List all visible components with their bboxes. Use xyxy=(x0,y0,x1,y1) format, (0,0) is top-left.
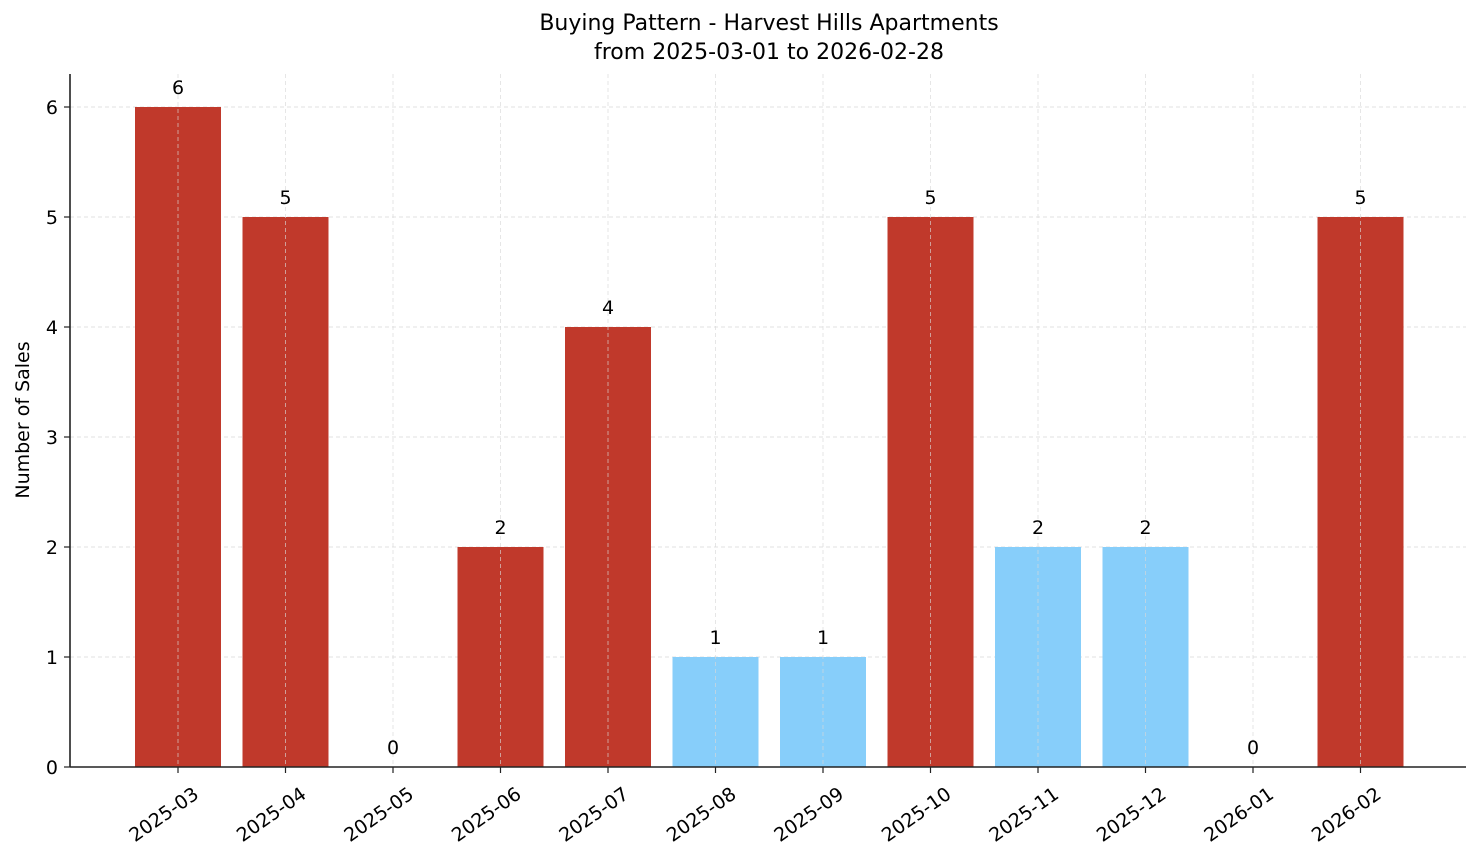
x-tick-label: 2025-11 xyxy=(985,783,1063,847)
y-tick-label: 3 xyxy=(46,427,58,449)
x-tick-label: 2025-05 xyxy=(340,783,418,847)
data-label: 0 xyxy=(387,737,399,759)
x-tick-label: 2025-04 xyxy=(233,783,311,847)
data-label: 5 xyxy=(924,187,936,209)
chart-title: Buying Pattern - Harvest Hills Apartment… xyxy=(539,11,999,36)
x-tick-label: 2025-03 xyxy=(125,783,203,847)
bar-2025-03 xyxy=(135,107,221,767)
data-label: 0 xyxy=(1247,737,1259,759)
x-tick-label: 2026-01 xyxy=(1200,783,1278,847)
x-tick-label: 2025-06 xyxy=(448,783,526,847)
y-tick-label: 2 xyxy=(46,537,58,559)
x-tick-label: 2025-10 xyxy=(878,783,956,847)
data-label: 2 xyxy=(1139,517,1151,539)
data-label: 6 xyxy=(172,77,184,99)
data-label: 5 xyxy=(1354,187,1366,209)
data-label: 2 xyxy=(1032,517,1044,539)
y-tick-label: 0 xyxy=(46,757,58,779)
chart-subtitle: from 2025-03-01 to 2026-02-28 xyxy=(594,40,944,65)
data-label: 1 xyxy=(709,627,721,649)
x-tick-label: 2025-12 xyxy=(1093,783,1171,847)
vertical-grid-lines xyxy=(177,74,1361,767)
data-label: 1 xyxy=(817,627,829,649)
x-tick-label: 2025-09 xyxy=(770,783,848,847)
y-tick-label: 6 xyxy=(46,97,58,119)
data-label: 4 xyxy=(602,297,614,319)
data-label: 5 xyxy=(279,187,291,209)
x-tick-label: 2025-08 xyxy=(663,783,741,847)
data-labels: 6 5 0 2 4 1 1 5 2 2 0 5 xyxy=(172,77,1367,759)
x-tick-label: 2025-07 xyxy=(555,783,633,847)
x-tick-label: 2026-02 xyxy=(1308,783,1386,847)
y-tick-label: 4 xyxy=(46,317,58,339)
y-tick-label: 1 xyxy=(46,647,58,669)
data-label: 2 xyxy=(494,517,506,539)
y-tick-label: 5 xyxy=(46,207,58,229)
